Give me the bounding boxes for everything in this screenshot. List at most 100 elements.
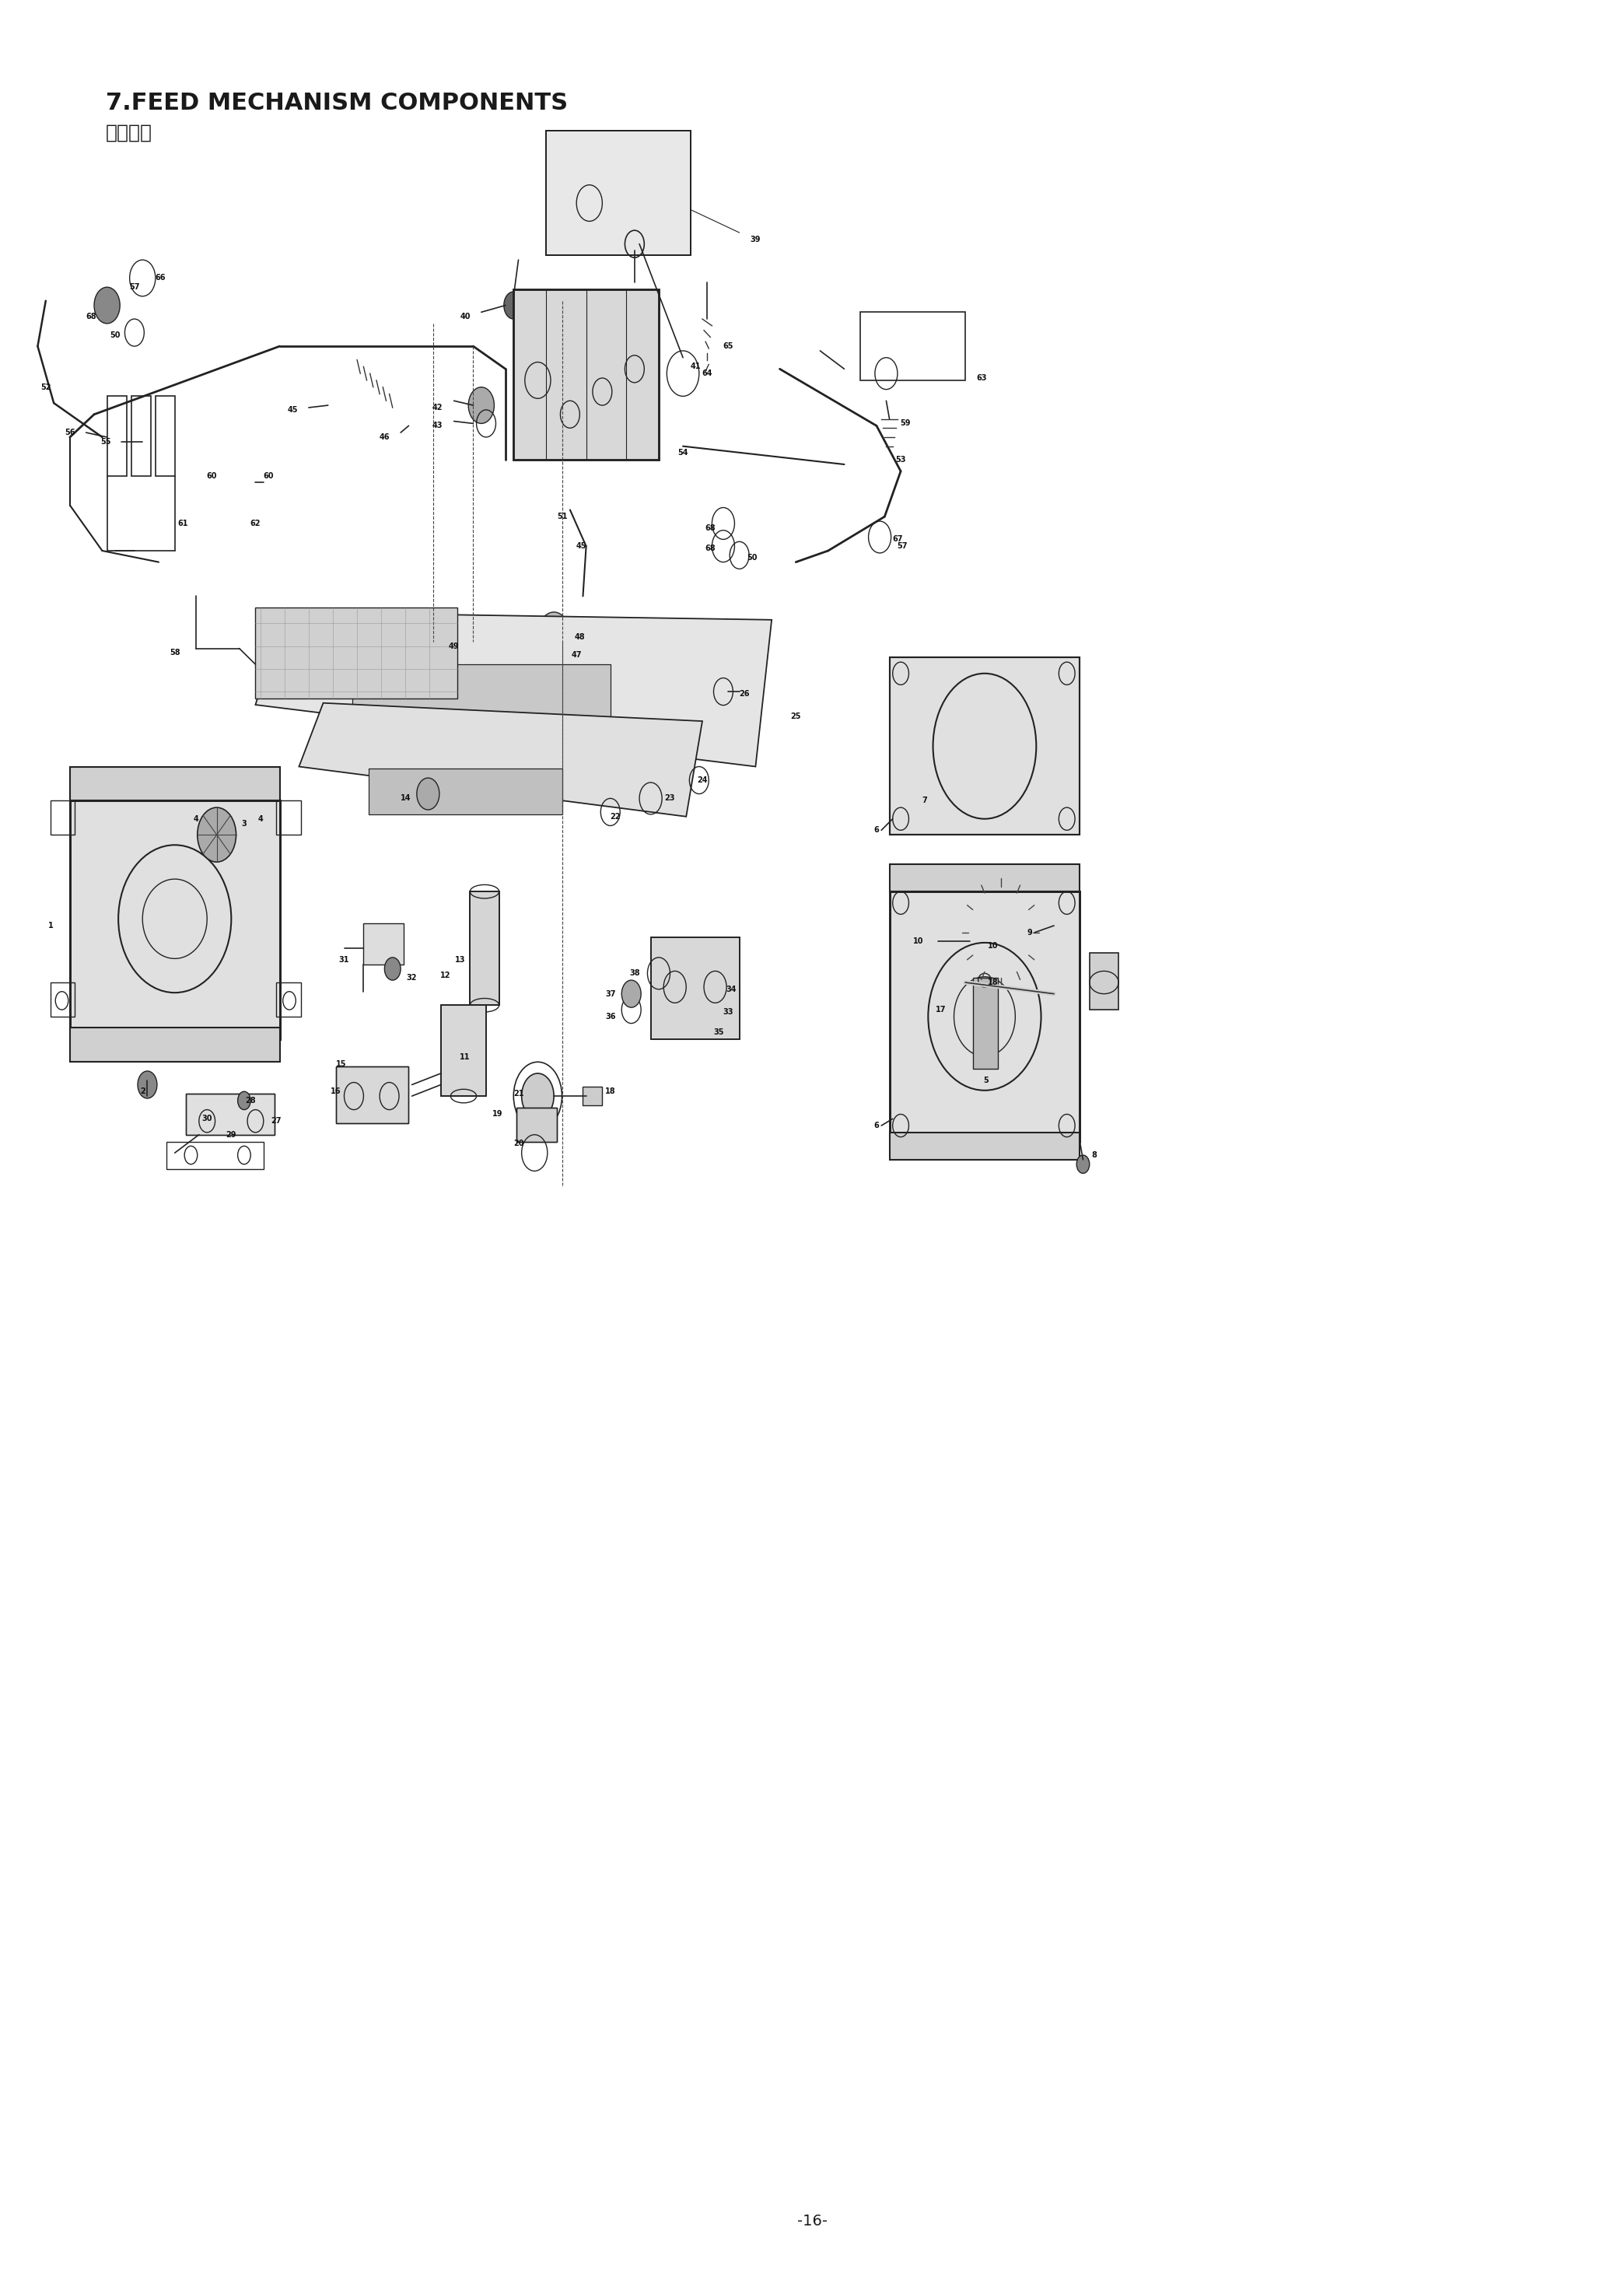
Text: 12: 12 (440, 973, 451, 979)
Text: 21: 21 (513, 1089, 523, 1098)
FancyBboxPatch shape (469, 893, 499, 1005)
FancyBboxPatch shape (546, 130, 690, 256)
Text: 32: 32 (406, 975, 417, 982)
FancyBboxPatch shape (890, 1132, 1080, 1160)
Text: 61: 61 (177, 521, 188, 527)
Text: 7: 7 (922, 797, 927, 804)
Text: 49: 49 (448, 642, 460, 651)
Text: 3: 3 (242, 820, 247, 826)
Circle shape (521, 1073, 554, 1119)
Text: 5: 5 (984, 1075, 989, 1084)
Text: 10: 10 (987, 943, 997, 950)
FancyBboxPatch shape (1090, 952, 1119, 1009)
Text: 54: 54 (677, 450, 689, 457)
Text: 62: 62 (250, 521, 261, 527)
FancyBboxPatch shape (890, 658, 1080, 836)
Text: 68: 68 (86, 313, 96, 320)
Circle shape (138, 1071, 158, 1098)
Text: 8: 8 (1091, 1151, 1096, 1160)
FancyBboxPatch shape (352, 664, 611, 737)
FancyBboxPatch shape (973, 977, 997, 1068)
Text: 13: 13 (455, 957, 466, 963)
Text: 24: 24 (697, 776, 708, 783)
Text: 55: 55 (101, 438, 110, 445)
Text: 46: 46 (380, 434, 390, 441)
Text: 52: 52 (41, 384, 50, 390)
Circle shape (538, 612, 570, 658)
Text: 35: 35 (713, 1030, 724, 1036)
Text: 1: 1 (49, 922, 54, 929)
Text: 45: 45 (577, 543, 586, 550)
FancyBboxPatch shape (369, 769, 562, 815)
Text: 57: 57 (130, 283, 140, 290)
Circle shape (622, 979, 641, 1007)
Circle shape (94, 288, 120, 324)
FancyBboxPatch shape (516, 1107, 557, 1142)
Text: 16: 16 (331, 1087, 341, 1096)
Text: 57: 57 (896, 543, 908, 550)
Text: 28: 28 (245, 1096, 257, 1105)
Text: 47: 47 (572, 651, 581, 660)
Text: 36: 36 (606, 1014, 615, 1021)
Text: 65: 65 (723, 342, 734, 349)
Text: 41: 41 (690, 363, 702, 370)
FancyBboxPatch shape (890, 865, 1080, 893)
Text: 14: 14 (400, 794, 411, 801)
Text: 30: 30 (201, 1114, 213, 1123)
Text: 27: 27 (271, 1116, 281, 1126)
Circle shape (237, 1091, 250, 1110)
Text: 17: 17 (935, 1007, 947, 1014)
Text: 18: 18 (987, 979, 999, 986)
Circle shape (417, 779, 440, 810)
Text: 22: 22 (611, 813, 620, 820)
Text: 6: 6 (874, 1121, 879, 1130)
Text: 31: 31 (339, 957, 349, 963)
FancyBboxPatch shape (70, 801, 279, 1039)
Text: 25: 25 (791, 712, 801, 721)
Text: 20: 20 (513, 1139, 523, 1148)
Polygon shape (255, 612, 771, 767)
Polygon shape (299, 703, 702, 817)
Text: 45: 45 (287, 406, 297, 413)
Text: 53: 53 (895, 457, 906, 463)
Circle shape (385, 957, 401, 979)
FancyBboxPatch shape (890, 893, 1080, 1142)
Text: 56: 56 (65, 429, 75, 436)
Circle shape (1077, 1155, 1090, 1173)
Text: 68: 68 (705, 525, 716, 532)
Text: 26: 26 (739, 689, 750, 699)
Text: 18: 18 (606, 1087, 615, 1096)
Text: 6: 6 (874, 826, 879, 833)
Circle shape (198, 808, 235, 863)
Text: 7.FEED MECHANISM COMPONENTS: 7.FEED MECHANISM COMPONENTS (106, 91, 567, 114)
Text: 66: 66 (154, 274, 166, 283)
Text: 67: 67 (892, 537, 903, 543)
Text: 4: 4 (193, 815, 198, 822)
FancyBboxPatch shape (513, 290, 659, 459)
Text: 23: 23 (664, 794, 676, 801)
Text: 43: 43 (432, 422, 443, 429)
Text: 60: 60 (263, 473, 273, 479)
Text: 48: 48 (575, 632, 585, 642)
FancyBboxPatch shape (442, 1005, 486, 1096)
FancyBboxPatch shape (70, 767, 279, 801)
Text: 29: 29 (226, 1130, 237, 1139)
Text: 40: 40 (460, 313, 471, 320)
Text: 送料部件: 送料部件 (106, 123, 153, 142)
Circle shape (503, 292, 523, 320)
FancyBboxPatch shape (336, 1066, 409, 1123)
Text: 38: 38 (628, 970, 640, 977)
Text: 2: 2 (140, 1087, 145, 1096)
FancyBboxPatch shape (255, 607, 456, 699)
Text: 42: 42 (432, 404, 443, 411)
Text: 33: 33 (723, 1009, 734, 1016)
Text: 4: 4 (258, 815, 263, 822)
Text: 9: 9 (1026, 929, 1033, 936)
Text: 34: 34 (726, 986, 737, 993)
Circle shape (468, 388, 494, 422)
Text: 10: 10 (913, 938, 924, 945)
Text: 37: 37 (606, 991, 615, 998)
Text: 68: 68 (705, 546, 716, 552)
FancyBboxPatch shape (187, 1094, 274, 1135)
Text: 19: 19 (492, 1110, 503, 1119)
